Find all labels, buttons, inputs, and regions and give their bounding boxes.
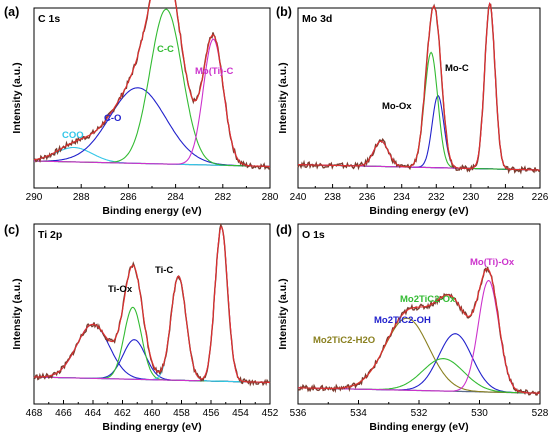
x-tick-label: 532 xyxy=(411,408,428,419)
annotation-ti-ox: Ti-Ox xyxy=(108,284,133,295)
annotation-coo: COO xyxy=(62,130,84,141)
annotation-c-c: C-C xyxy=(157,44,174,55)
x-tick-label: 466 xyxy=(55,408,72,419)
x-tick-label: 530 xyxy=(471,408,488,419)
x-tick-label: 460 xyxy=(144,408,161,419)
annotation-mo2tic2-h2o: Mo2TiC2-H2O xyxy=(313,335,375,346)
annotation-mo-c: Mo-C xyxy=(445,63,469,74)
panel-c-title: Ti 2p xyxy=(38,229,62,241)
panel-d-title: O 1s xyxy=(302,229,325,241)
panel-d: (d) O 1s Intensity (a.u.) Binding energy… xyxy=(276,223,549,433)
x-tick-label: 234 xyxy=(393,192,410,203)
x-tick-label: 228 xyxy=(497,192,514,203)
panel-d-frame xyxy=(297,223,541,405)
x-tick-label: 454 xyxy=(232,408,249,419)
panel-b-ticks: 240 238 236 234 232 230 228 226 xyxy=(290,184,549,203)
annotation-mo-ox: Mo-Ox xyxy=(382,101,412,112)
panel-c-frame xyxy=(33,223,271,405)
panel-b-plot xyxy=(297,2,541,175)
panel-a-label: (a) xyxy=(4,5,19,19)
peak-component xyxy=(298,94,540,171)
panel-c-ylabel: Intensity (a.u.) xyxy=(11,278,23,349)
fit-envelope xyxy=(33,0,270,167)
fit-envelope xyxy=(34,226,270,383)
raw-spectrum xyxy=(297,266,541,396)
panel-a-xlabel: Binding energy (eV) xyxy=(102,205,201,217)
x-tick-label: 536 xyxy=(290,408,307,419)
panel-a-ticks: 290 288 286 284 282 280 xyxy=(26,184,279,203)
panel-b-xlabel: Binding energy (eV) xyxy=(369,205,468,217)
panel-b-frame xyxy=(297,7,541,189)
x-tick-label: 534 xyxy=(350,408,367,419)
x-tick-label: 230 xyxy=(463,192,480,203)
x-tick-label: 452 xyxy=(262,408,279,419)
panel-c-ticks: 468 466 464 462 460 458 456 454 452 xyxy=(26,400,279,419)
x-tick-label: 232 xyxy=(428,192,445,203)
panel-d-ticks: 536 534 532 530 528 xyxy=(290,400,549,419)
panel-b-ylabel: Intensity (a.u.) xyxy=(277,62,289,133)
fit-envelope xyxy=(298,2,540,171)
panel-a: (a) C 1s Intensity (a.u.) Binding energy… xyxy=(4,0,279,217)
panel-d-plot xyxy=(297,266,541,396)
annotation-mo-ti-c: Mo(Ti)-C xyxy=(195,66,233,77)
annotation-ti-c: Ti-C xyxy=(155,265,173,276)
x-tick-label: 238 xyxy=(324,192,341,203)
panel-d-label: (d) xyxy=(276,223,292,237)
panel-a-plot xyxy=(33,0,271,171)
x-tick-label: 456 xyxy=(203,408,220,419)
panel-c-label: (c) xyxy=(4,223,19,237)
panel-a-ylabel: Intensity (a.u.) xyxy=(11,62,23,133)
panel-b-title: Mo 3d xyxy=(302,13,332,25)
x-tick-label: 468 xyxy=(26,408,43,419)
x-tick-label: 282 xyxy=(214,192,231,203)
panel-d-xlabel: Binding energy (eV) xyxy=(369,421,468,433)
panel-b: (b) Mo 3d Intensity (a.u.) Binding energ… xyxy=(276,2,549,217)
peak-component xyxy=(34,8,270,167)
panel-c-plot xyxy=(33,222,271,387)
annotation-mo2tic2-ox: Mo2TiC2-Ox xyxy=(400,294,456,305)
panel-c-xlabel: Binding energy (eV) xyxy=(102,421,201,433)
peak-component xyxy=(298,51,540,171)
fit-envelope xyxy=(298,268,540,394)
panel-d-ylabel: Intensity (a.u.) xyxy=(277,278,289,349)
annotation-mo2tic2-oh: Mo2TiC2-OH xyxy=(374,315,431,326)
peak-component xyxy=(34,306,270,383)
x-tick-label: 226 xyxy=(532,192,549,203)
annotation-mo-ti-ox: Mo(Ti)-Ox xyxy=(470,257,515,268)
x-tick-label: 284 xyxy=(167,192,184,203)
panel-c: (c) Ti 2p Intensity (a.u.) Binding energ… xyxy=(4,222,279,433)
x-tick-label: 290 xyxy=(26,192,43,203)
peak-component xyxy=(34,87,270,167)
x-tick-label: 462 xyxy=(114,408,131,419)
x-tick-label: 464 xyxy=(85,408,102,419)
annotation-c-o: C-O xyxy=(104,113,121,124)
x-tick-label: 240 xyxy=(290,192,307,203)
x-tick-label: 236 xyxy=(359,192,376,203)
panel-b-label: (b) xyxy=(276,5,292,19)
x-tick-label: 458 xyxy=(173,408,190,419)
x-tick-label: 528 xyxy=(532,408,549,419)
panel-a-title: C 1s xyxy=(38,13,60,25)
x-tick-label: 288 xyxy=(73,192,90,203)
x-tick-label: 286 xyxy=(120,192,137,203)
x-tick-label: 280 xyxy=(262,192,279,203)
